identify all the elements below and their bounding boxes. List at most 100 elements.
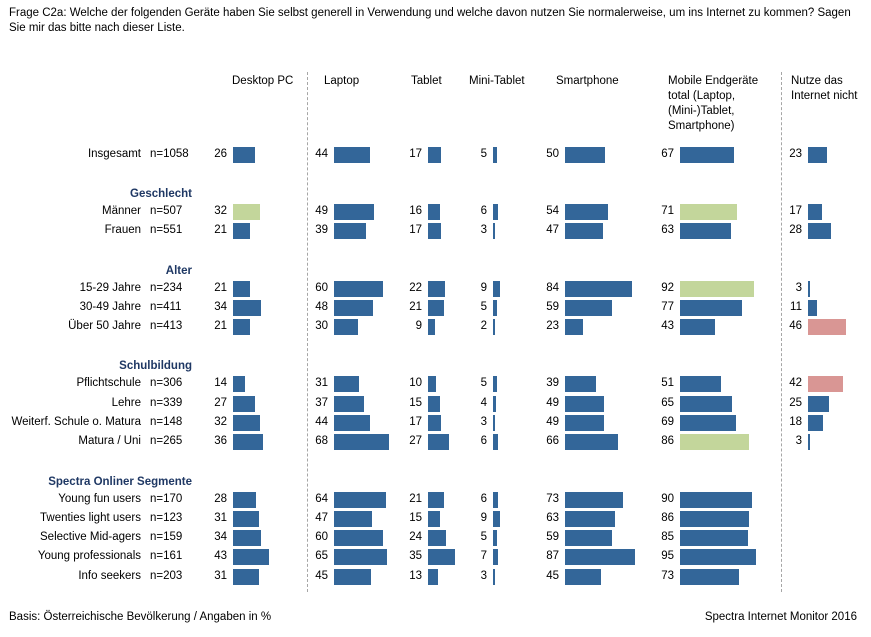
bar <box>233 530 261 546</box>
row-label: Männer <box>102 205 141 217</box>
bar <box>233 223 250 239</box>
data-label: 21 <box>214 282 227 294</box>
data-label: 59 <box>546 531 559 543</box>
data-label: 23 <box>546 320 559 332</box>
data-label: 77 <box>661 301 674 313</box>
footer-source: Spectra Internet Monitor 2016 <box>704 611 857 623</box>
bar <box>680 300 742 316</box>
data-label: 73 <box>546 493 559 505</box>
bar <box>334 492 386 508</box>
data-label: 95 <box>661 550 674 562</box>
bar <box>493 396 496 412</box>
bar <box>680 223 731 239</box>
bar <box>680 511 749 527</box>
data-label: 10 <box>409 377 422 389</box>
data-label: 47 <box>315 512 328 524</box>
data-label: 44 <box>315 416 328 428</box>
bar <box>428 223 441 239</box>
data-label: 3 <box>480 416 487 428</box>
bar <box>680 204 737 220</box>
bar <box>233 396 255 412</box>
bar <box>428 147 441 163</box>
data-label: 92 <box>661 282 674 294</box>
data-label: 32 <box>214 416 227 428</box>
bar <box>334 281 383 297</box>
column-header-laptop: Laptop <box>324 75 360 87</box>
data-label: 87 <box>546 550 559 562</box>
data-label: 5 <box>480 148 487 160</box>
bar <box>493 223 495 239</box>
bar <box>493 549 498 565</box>
data-label: 17 <box>409 416 422 428</box>
data-label: 64 <box>315 493 328 505</box>
row-label: Twenties light users <box>40 512 141 524</box>
bar <box>565 204 608 220</box>
data-label: 90 <box>661 493 674 505</box>
data-label: 3 <box>480 570 487 582</box>
bar <box>565 300 612 316</box>
data-label: 15 <box>409 397 422 409</box>
row-sample-size: n=413 <box>150 320 183 332</box>
bar <box>334 511 372 527</box>
row-sample-size: n=265 <box>150 435 183 447</box>
bar <box>565 223 603 239</box>
bar <box>565 319 583 335</box>
bar <box>680 530 748 546</box>
bar <box>428 415 441 431</box>
group-title: Spectra Onliner Segmente <box>48 476 192 488</box>
data-label: 23 <box>789 148 802 160</box>
data-label: 22 <box>409 282 422 294</box>
bar <box>808 415 823 431</box>
column-header-desktop: Desktop PC <box>232 75 294 87</box>
data-label: 34 <box>214 301 227 313</box>
bar <box>233 204 260 220</box>
data-label: 63 <box>661 224 674 236</box>
data-label: 84 <box>546 282 559 294</box>
data-label: 66 <box>546 435 559 447</box>
bar <box>428 396 440 412</box>
data-label: 86 <box>661 512 674 524</box>
data-label: 60 <box>315 531 328 543</box>
data-label: 39 <box>546 377 559 389</box>
bar <box>428 530 446 546</box>
bar <box>334 204 374 220</box>
data-label: 5 <box>480 301 487 313</box>
bar <box>808 434 810 450</box>
data-label: 39 <box>315 224 328 236</box>
row-sample-size: n=234 <box>150 282 183 294</box>
data-label: 51 <box>661 377 674 389</box>
data-label: 34 <box>214 531 227 543</box>
data-label: 26 <box>214 148 227 160</box>
data-label: 3 <box>795 282 802 294</box>
bar <box>334 415 370 431</box>
bar <box>808 319 846 335</box>
row-label: 30-49 Jahre <box>79 301 141 313</box>
data-label: 44 <box>315 148 328 160</box>
data-label: 14 <box>214 377 227 389</box>
data-label: 54 <box>546 205 559 217</box>
row-sample-size: n=161 <box>150 550 183 562</box>
data-label: 32 <box>214 205 227 217</box>
data-label: 17 <box>789 205 802 217</box>
data-label: 28 <box>214 493 227 505</box>
data-label: 63 <box>546 512 559 524</box>
bar <box>428 569 438 585</box>
bar <box>493 147 497 163</box>
bar <box>233 549 269 565</box>
bar <box>233 147 255 163</box>
bar <box>493 300 497 316</box>
bar <box>808 376 843 392</box>
data-label: 11 <box>790 301 802 313</box>
data-label: 71 <box>661 205 674 217</box>
data-label: 42 <box>789 377 802 389</box>
row-label: Young professionals <box>37 550 141 562</box>
data-label: 21 <box>409 493 422 505</box>
bar <box>334 300 373 316</box>
bar <box>808 396 829 412</box>
row-sample-size: n=170 <box>150 493 183 505</box>
row-sample-size: n=123 <box>150 512 183 524</box>
bar <box>334 147 370 163</box>
bar <box>334 376 359 392</box>
data-label: 49 <box>546 397 559 409</box>
bar <box>493 204 498 220</box>
